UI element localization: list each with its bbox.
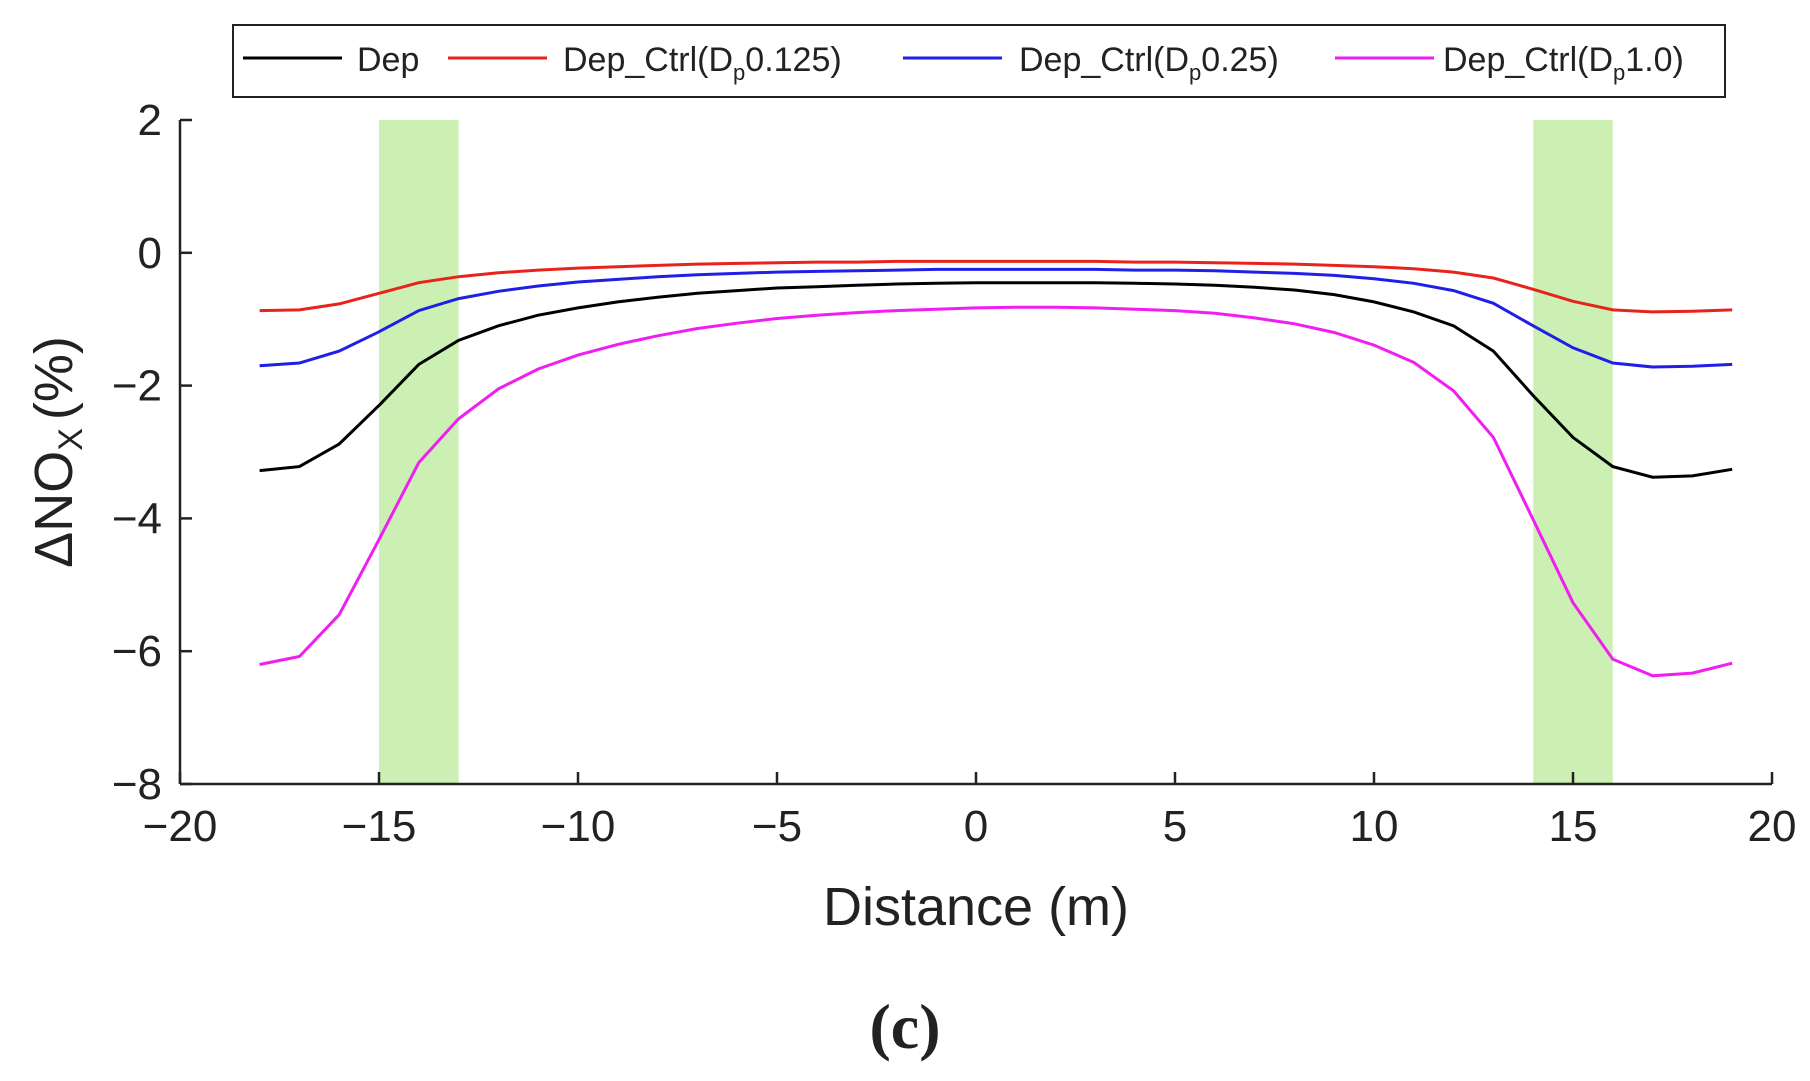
- x-tick-label: −5: [752, 802, 802, 851]
- legend-label-dep-ctrl-dp1-0: Dep_Ctrl(Dp1.0): [1443, 41, 1684, 85]
- x-tick-label: −10: [541, 802, 616, 851]
- y-tick-label: −6: [112, 627, 162, 676]
- x-tick-label: −15: [342, 802, 417, 851]
- legend-box: [232, 24, 1726, 98]
- y-axis-title-subscript: X: [52, 428, 90, 451]
- y-tick-label: −4: [112, 494, 162, 543]
- y-ticks: −8 −6 −4 −2 0 2: [112, 96, 192, 809]
- x-tick-label: 5: [1163, 802, 1187, 851]
- series-line-dep-ctrl-dp0-125: [259, 259, 1733, 314]
- x-axis-title: Distance (m): [823, 877, 1129, 937]
- series-line-dep-ctrl-dp0-25: [259, 267, 1733, 369]
- x-tick-label: −20: [143, 802, 218, 851]
- series-line-dep-ctrl-dp1-0: [259, 305, 1733, 678]
- legend-label-dep-ctrl-dp0-25: Dep_Ctrl(Dp0.25): [1019, 41, 1279, 85]
- y-tick-label: −2: [112, 362, 162, 411]
- shaded-region-left: [379, 120, 459, 784]
- y-axis-title-unit: (%): [24, 336, 84, 420]
- x-ticks: −20 −15 −10 −5 0 5 10 15 20: [143, 772, 1797, 851]
- y-tick-label: 0: [138, 229, 162, 278]
- x-tick-label: 20: [1748, 802, 1797, 851]
- legend-label-dep-ctrl-dp0-125: Dep_Ctrl(Dp0.125): [563, 41, 842, 85]
- y-axis-title: ΔNOX (%): [24, 336, 90, 568]
- legend-label-dep: Dep: [357, 41, 419, 79]
- x-tick-label: 10: [1350, 802, 1399, 851]
- y-tick-label: 2: [138, 96, 162, 145]
- y-axis-title-main: ΔNO: [24, 451, 84, 568]
- panel-label: (c): [869, 991, 940, 1062]
- shaded-regions: [379, 120, 1613, 784]
- shaded-region-right: [1533, 120, 1613, 784]
- y-tick-label: −8: [112, 760, 162, 809]
- legend: Dep Dep_Ctrl(Dp0.125) Dep_Ctrl(Dp0.25) D…: [232, 24, 1726, 98]
- x-tick-label: 15: [1549, 802, 1598, 851]
- series-lines: [259, 259, 1733, 678]
- series-line-dep: [259, 281, 1733, 479]
- x-tick-label: 0: [964, 802, 988, 851]
